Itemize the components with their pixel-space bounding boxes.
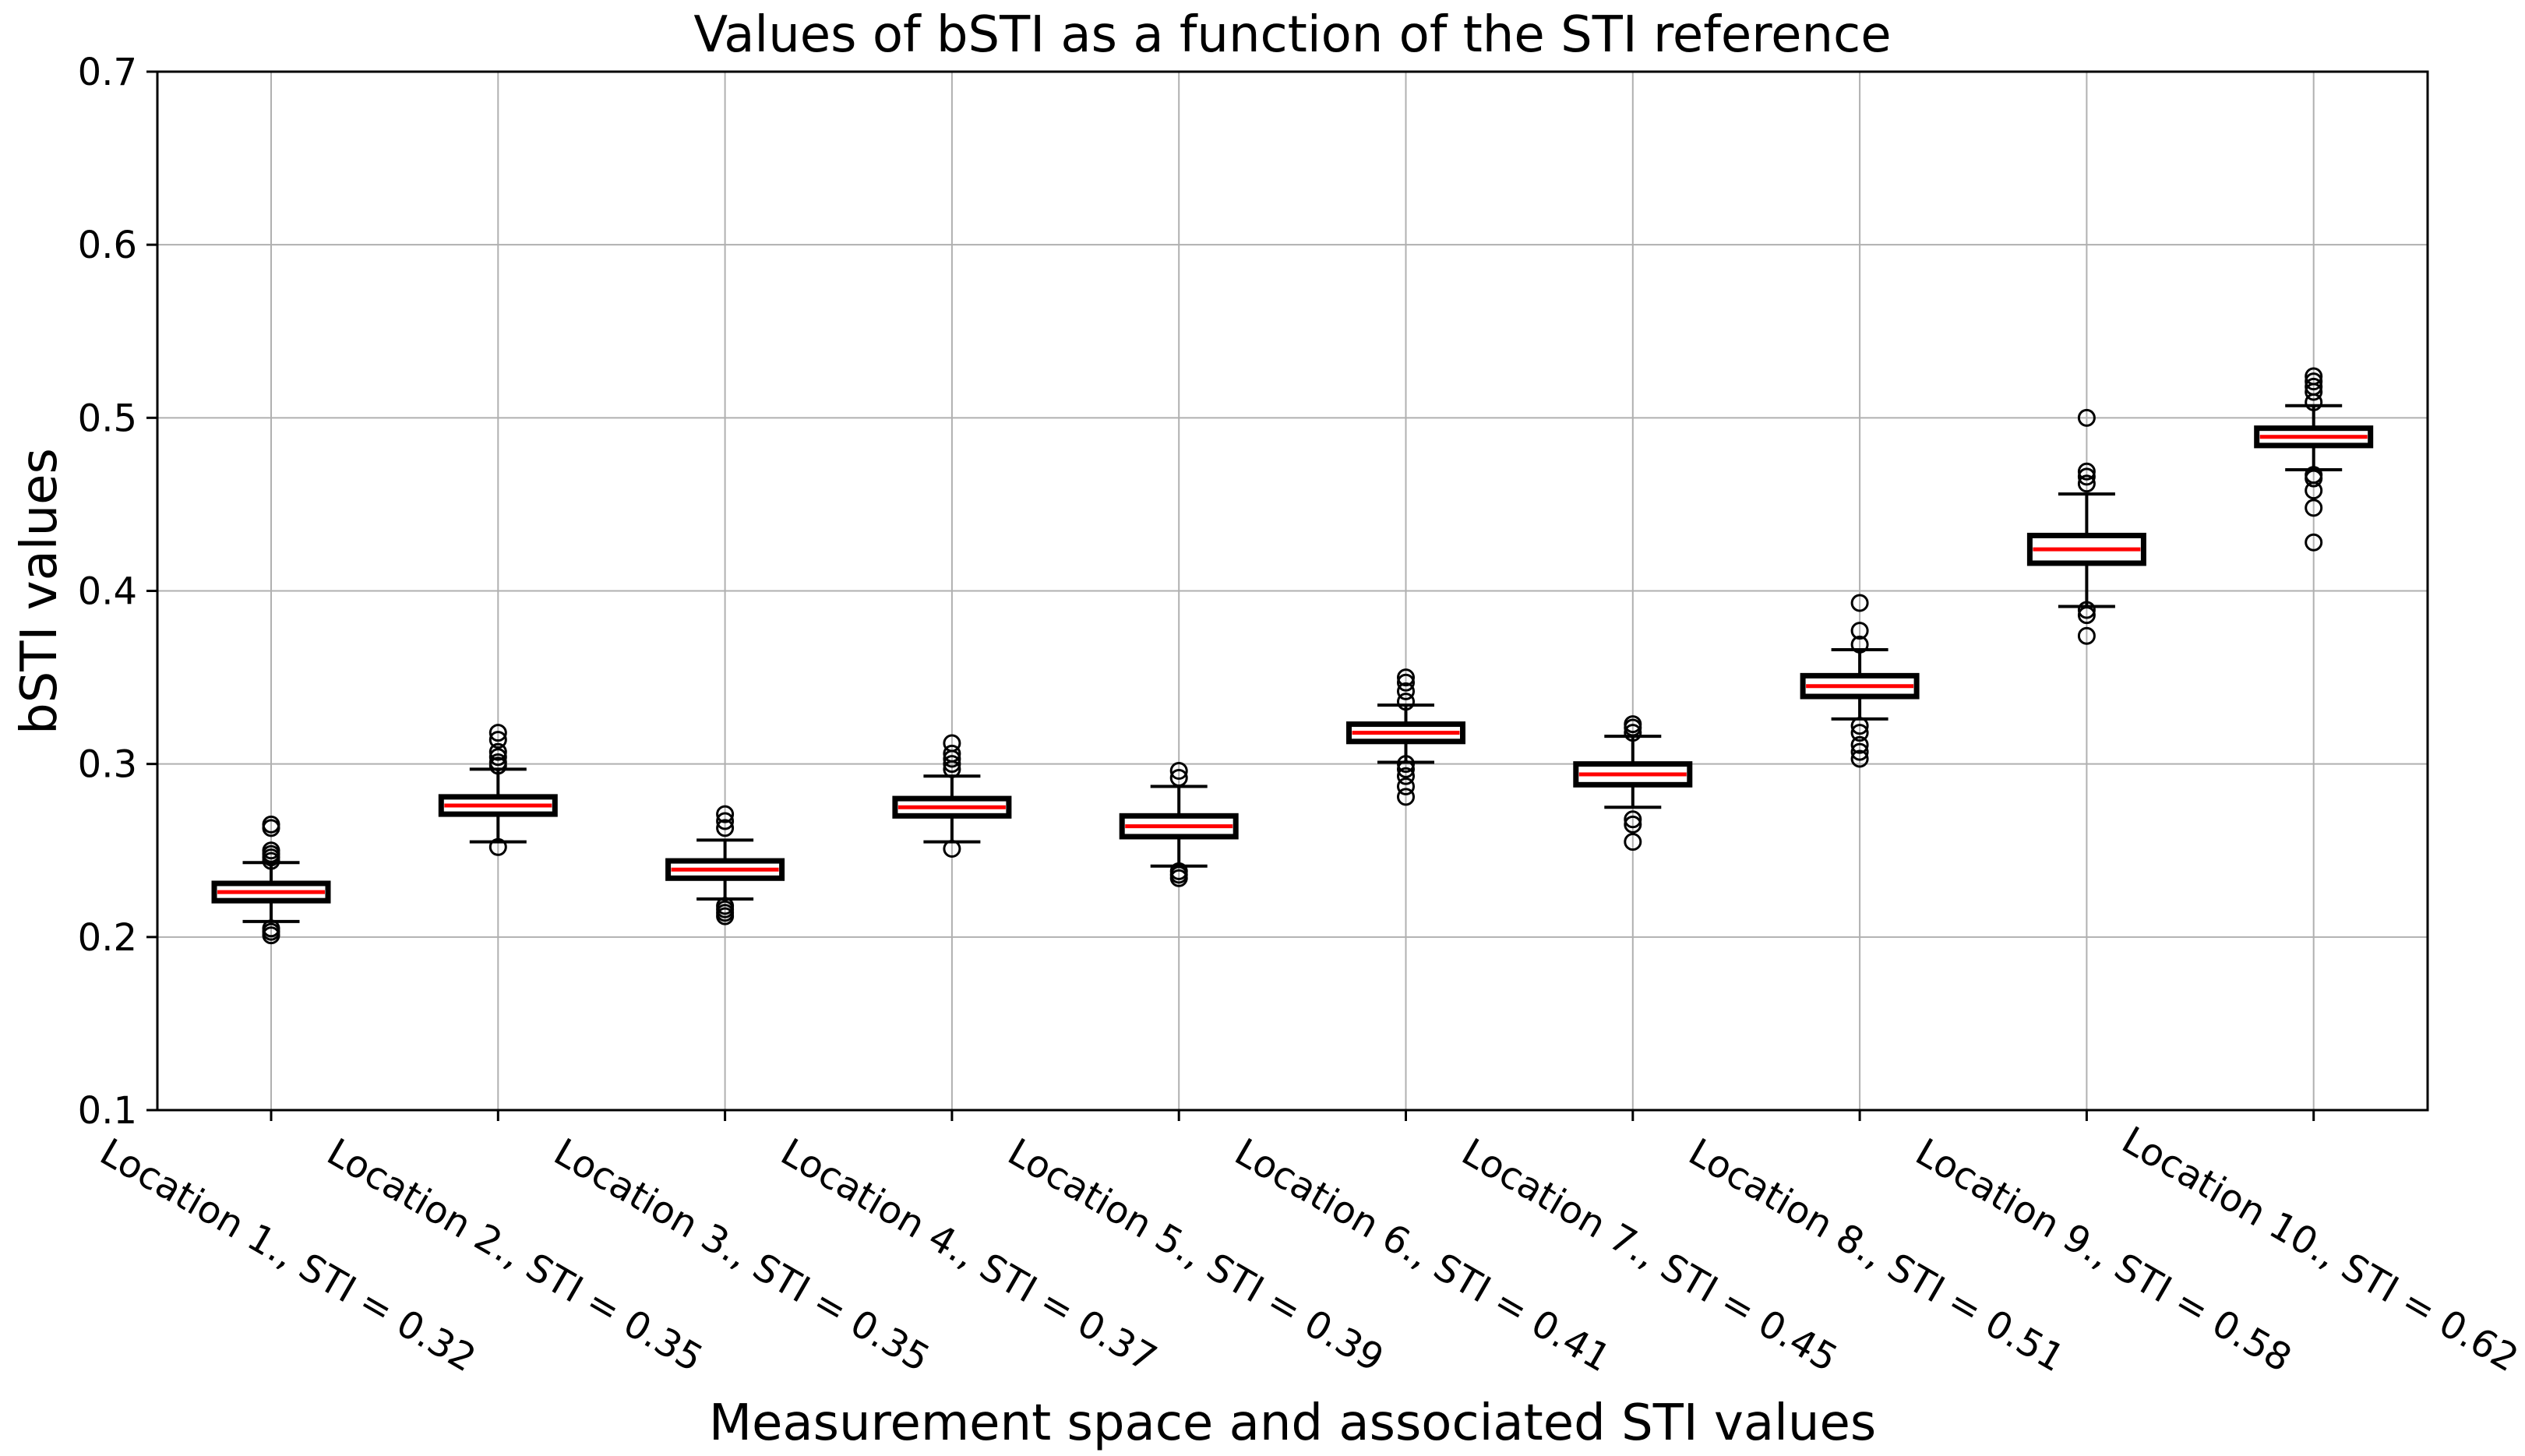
- outlier-point: [2077, 606, 2096, 625]
- outlier-point: [2305, 499, 2323, 517]
- outlier-point: [1850, 742, 1869, 761]
- outlier-point: [943, 734, 961, 753]
- chart-title: Values of bSTI as a function of the STI …: [693, 6, 1891, 64]
- x-tick-label: Location 1., STI = 0.32: [93, 1130, 483, 1381]
- outlier-point: [2077, 462, 2096, 481]
- box-plot-8: [1800, 594, 1920, 768]
- outlier-point: [262, 919, 280, 938]
- x-tick-label: Location 9., STI = 0.58: [1908, 1130, 2298, 1381]
- x-tick-label: Location 5., STI = 0.39: [1000, 1130, 1391, 1381]
- outlier-point: [2077, 474, 2096, 493]
- box-plot-4: [892, 734, 1012, 858]
- outlier-point: [943, 840, 961, 858]
- outlier-point: [1397, 668, 1415, 687]
- outlier-point: [262, 841, 280, 860]
- y-axis-title: bSTI values: [11, 448, 69, 735]
- x-tick-label: Location 7., STI = 0.45: [1455, 1130, 1845, 1381]
- outlier-point: [716, 805, 735, 823]
- y-tick-label: 0.6: [78, 224, 137, 267]
- outlier-point: [488, 753, 507, 771]
- outlier-point: [488, 748, 507, 767]
- outlier-point: [1850, 749, 1869, 768]
- outlier-point: [716, 812, 735, 830]
- box-plot-1: [211, 815, 331, 945]
- outlier-point: [2077, 467, 2096, 486]
- outlier-point: [488, 724, 507, 742]
- box-plot-2: [438, 724, 558, 856]
- outlier-point: [1397, 693, 1415, 711]
- y-tick-label: 0.4: [78, 570, 137, 614]
- outlier-point: [2305, 367, 2323, 386]
- outlier-point: [1169, 762, 1188, 781]
- outlier-point: [1624, 833, 1642, 851]
- outlier-point: [1850, 594, 1869, 612]
- box-plot-9: [2026, 408, 2146, 645]
- outlier-point: [2077, 601, 2096, 619]
- grid-layer: [157, 71, 2428, 1111]
- outlier-point: [1624, 724, 1642, 742]
- x-tick-label: Location 2., STI = 0.35: [319, 1130, 710, 1381]
- axis-layer: 0.1 0.2 0.3 0.4 0.5 0.6 0.7 Location 1., STI = …: [78, 51, 2525, 1380]
- outlier-point: [1397, 777, 1415, 796]
- box-plot-10: [2254, 367, 2374, 552]
- outlier-point: [2305, 466, 2323, 485]
- y-tick-label: 0.3: [78, 743, 137, 787]
- box-plot-5: [1119, 762, 1239, 887]
- x-tick-label: Location 4., STI = 0.37: [774, 1130, 1164, 1381]
- outlier-point: [1397, 788, 1415, 806]
- outlier-point: [1850, 735, 1869, 754]
- outlier-point: [1624, 815, 1642, 834]
- outlier-point: [1169, 768, 1188, 787]
- outlier-point: [488, 837, 507, 856]
- outlier-point: [943, 744, 961, 763]
- outlier-point: [2077, 626, 2096, 645]
- outlier-point: [716, 897, 735, 915]
- outlier-point: [2305, 372, 2323, 391]
- outlier-point: [1397, 760, 1415, 778]
- outlier-point: [2077, 408, 2096, 427]
- y-tick-label: 0.7: [78, 51, 137, 94]
- box-plot-6: [1346, 668, 1465, 806]
- outlier-point: [1850, 622, 1869, 640]
- x-tick-label: Location 6., STI = 0.41: [1228, 1130, 1618, 1381]
- outlier-point: [2305, 377, 2323, 396]
- outlier-point: [1624, 810, 1642, 829]
- outlier-point: [262, 815, 280, 834]
- box-layer: [211, 367, 2374, 945]
- box-plot-7: [1573, 715, 1693, 851]
- outlier-point: [1397, 755, 1415, 774]
- x-tick-label: Location 3., STI = 0.35: [547, 1130, 937, 1381]
- outlier-point: [1397, 682, 1415, 700]
- outlier-point: [1624, 715, 1642, 734]
- outlier-point: [488, 731, 507, 749]
- outlier-point: [1169, 862, 1188, 880]
- outlier-point: [943, 755, 961, 774]
- box-plot-3: [665, 805, 785, 925]
- x-axis-title: Measurement space and associated STI val…: [709, 1394, 1876, 1452]
- x-tick-label: Location 8., STI = 0.51: [1681, 1130, 2072, 1381]
- iqr-box: [1800, 672, 1920, 700]
- outlier-point: [1850, 724, 1869, 742]
- outlier-point: [1397, 673, 1415, 692]
- y-tick-label: 0.1: [78, 1089, 137, 1133]
- outlier-point: [1850, 717, 1869, 735]
- outlier-point: [1850, 635, 1869, 654]
- outlier-point: [2305, 533, 2323, 552]
- outlier-point: [1397, 767, 1415, 785]
- x-tick-label: Location 10., STI = 0.62: [2114, 1119, 2525, 1381]
- outlier-point: [716, 819, 735, 837]
- y-tick-label: 0.5: [78, 397, 137, 440]
- y-tick-label: 0.2: [78, 916, 137, 960]
- outlier-point: [488, 742, 507, 761]
